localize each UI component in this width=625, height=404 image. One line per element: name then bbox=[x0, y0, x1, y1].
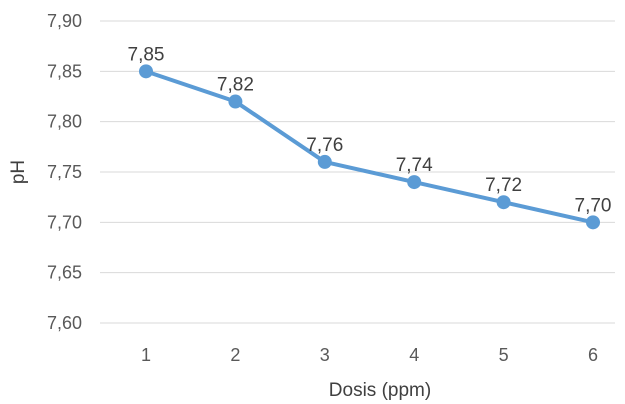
data-point bbox=[586, 215, 600, 230]
y-tick-label: 7,65 bbox=[47, 263, 82, 283]
series-ph bbox=[139, 64, 600, 230]
series-line bbox=[144, 69, 595, 225]
data-label: 7,72 bbox=[485, 175, 522, 196]
data-label: 7,76 bbox=[306, 135, 343, 156]
data-point bbox=[317, 154, 332, 169]
y-tick-label: 7,85 bbox=[47, 61, 82, 81]
y-tick-label: 7,60 bbox=[47, 313, 82, 333]
x-axis-title: Dosis (ppm) bbox=[329, 380, 431, 401]
data-point bbox=[407, 175, 422, 190]
data-point bbox=[496, 195, 511, 210]
data-label: 7,74 bbox=[396, 155, 433, 176]
gridlines bbox=[100, 20, 615, 324]
x-axis-ticks: 1 2 3 4 5 6 bbox=[141, 345, 598, 365]
data-point bbox=[139, 64, 153, 79]
y-tick-label: 7,75 bbox=[47, 162, 82, 182]
data-point bbox=[228, 94, 243, 109]
data-labels: 7,85 7,82 7,76 7,74 7,72 7,70 bbox=[128, 44, 612, 216]
data-label: 7,70 bbox=[575, 195, 612, 216]
x-tick-label: 1 bbox=[141, 345, 151, 365]
data-label: 7,82 bbox=[217, 75, 254, 96]
y-axis-ticks: 7,60 7,65 7,70 7,75 7,80 7,85 7,90 bbox=[47, 11, 82, 333]
x-tick-label: 4 bbox=[409, 345, 419, 365]
x-tick-label: 5 bbox=[499, 345, 509, 365]
data-label: 7,85 bbox=[128, 44, 165, 65]
x-tick-label: 2 bbox=[230, 345, 240, 365]
x-tick-label: 6 bbox=[588, 345, 598, 365]
y-tick-label: 7,80 bbox=[47, 112, 82, 132]
x-tick-label: 3 bbox=[320, 345, 330, 365]
y-tick-label: 7,70 bbox=[47, 212, 82, 232]
y-axis-title: pH bbox=[8, 160, 29, 184]
y-tick-label: 7,90 bbox=[47, 11, 82, 31]
